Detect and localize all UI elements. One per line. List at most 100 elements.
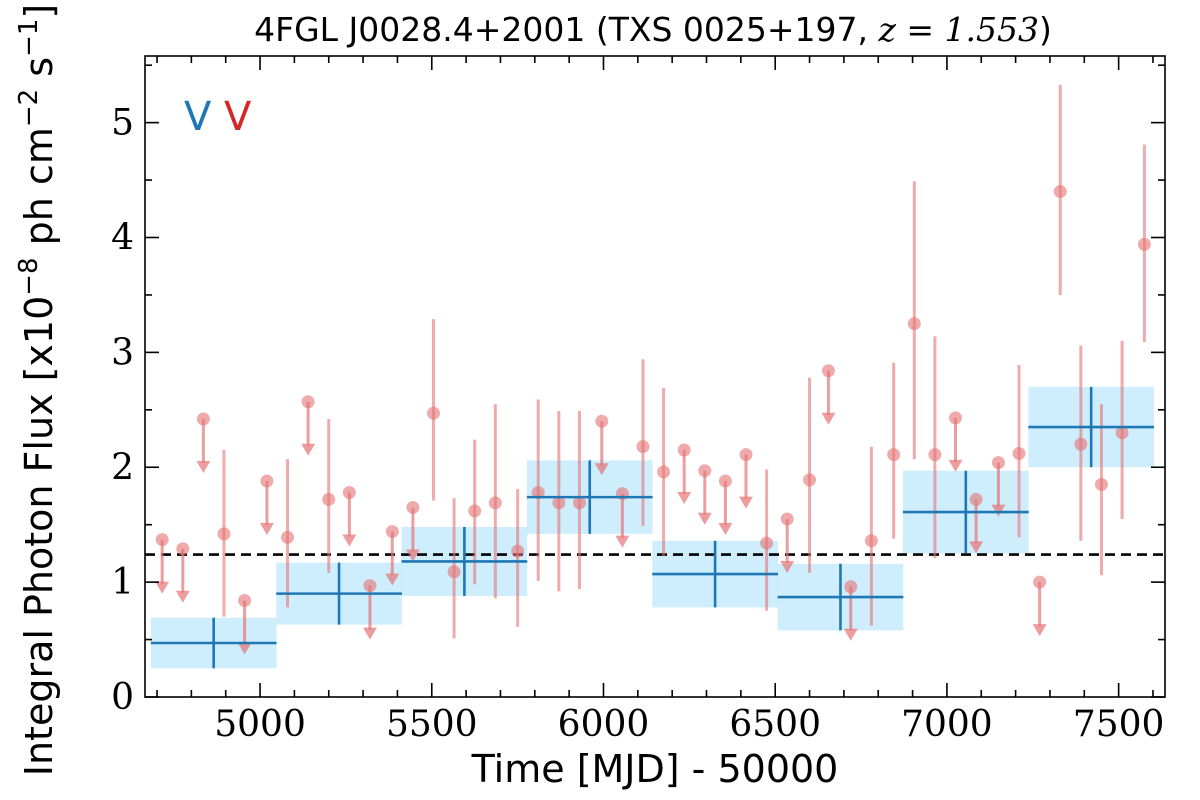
detection-point <box>1137 144 1151 343</box>
upper-limit-point <box>718 474 733 536</box>
upper-limit-point <box>1032 575 1047 637</box>
detection-point <box>1115 340 1129 519</box>
y-tick-label: 4 <box>111 218 134 259</box>
upper-limit-arrow <box>991 504 1006 517</box>
detection-point <box>217 450 231 617</box>
detection-marker <box>572 496 586 510</box>
detection-marker <box>531 486 545 500</box>
upper-limit-point <box>405 500 420 562</box>
detection-marker <box>468 504 482 518</box>
long-bin-point <box>276 562 402 625</box>
detection-point <box>281 459 295 608</box>
upper-limit-point <box>594 414 609 476</box>
upper-limit-marker <box>238 594 252 608</box>
detection-marker <box>1137 237 1151 251</box>
detection-point <box>426 319 440 501</box>
upper-limit-arrow <box>594 463 609 476</box>
upper-limit-point <box>155 533 170 594</box>
detection-marker <box>1115 426 1129 440</box>
detection-point <box>531 399 545 581</box>
upper-limit-point <box>237 594 252 655</box>
upper-limit-marker <box>949 411 963 425</box>
detection-marker <box>511 544 525 558</box>
upper-limit-marker <box>718 474 732 488</box>
upper-limit-arrow <box>780 560 795 573</box>
x-tick-label: 6000 <box>558 704 650 745</box>
detection-marker <box>1053 185 1067 199</box>
upper-limit-point <box>301 395 316 456</box>
detection-marker <box>864 534 878 548</box>
plot-frame <box>144 55 1166 698</box>
chart-title: 4FGL J0028.4+2001 (TXS 0025+197, z = 1.5… <box>254 10 1052 49</box>
upper-limit-point <box>991 456 1006 517</box>
upper-limit-marker <box>155 533 169 547</box>
long-bin-point <box>150 617 277 669</box>
upper-limit-marker <box>196 412 210 426</box>
upper-limit-arrow <box>259 523 274 536</box>
detection-marker <box>928 448 942 462</box>
detection-marker <box>217 527 231 541</box>
legend-entry-short-bin: V <box>224 94 252 140</box>
detection-point <box>322 419 336 573</box>
upper-limit-marker <box>698 464 712 478</box>
upper-limit-arrow <box>155 581 170 594</box>
detection-point <box>447 498 461 639</box>
detection-marker <box>552 496 566 510</box>
y-tick-label: 3 <box>111 332 134 373</box>
upper-limit-arrow <box>405 549 420 562</box>
detection-marker <box>488 496 502 510</box>
upper-limit-arrow <box>1032 624 1047 637</box>
detection-point <box>928 336 942 559</box>
upper-limit-marker <box>969 492 983 506</box>
y-tick-label: 5 <box>111 103 134 144</box>
detection-marker <box>760 536 774 550</box>
tick-labels: 5000 5500 6000 6500 7000 7500 0 1 2 3 4 5 <box>111 103 1164 745</box>
upper-limit-arrow <box>175 590 190 603</box>
detection-point <box>887 362 901 539</box>
upper-limit-arrow <box>948 459 963 472</box>
upper-limit-marker <box>260 474 274 488</box>
detection-point <box>488 404 502 599</box>
long-bin-point <box>902 470 1029 554</box>
upper-limit-arrow <box>969 541 984 554</box>
long-bin-boxes <box>150 386 1155 669</box>
upper-limit-arrow <box>718 523 733 536</box>
detection-point <box>1053 84 1067 295</box>
upper-limit-arrow <box>697 512 712 525</box>
upper-limit-marker <box>301 395 315 409</box>
legend: V V <box>184 94 252 140</box>
x-tick-label: 7500 <box>1073 704 1165 745</box>
x-axis-label: Time [MJD] - 50000 <box>471 747 839 791</box>
detection-marker <box>1012 446 1026 460</box>
upper-limit-arrow <box>362 627 377 640</box>
detection-point <box>511 489 525 627</box>
upper-limit-point <box>969 492 984 554</box>
upper-limit-marker <box>821 364 835 378</box>
upper-limit-arrow <box>615 535 630 548</box>
upper-limit-marker <box>595 414 609 428</box>
upper-limit-marker <box>385 525 399 539</box>
detection-point <box>907 181 921 460</box>
detection-point <box>1012 365 1026 538</box>
y-tick-label: 0 <box>111 677 134 718</box>
y-tick-label: 2 <box>111 447 134 488</box>
detection-marker <box>1094 477 1108 491</box>
axis-ticks <box>145 56 1165 698</box>
detection-marker <box>803 473 817 487</box>
upper-limit-arrow <box>342 534 357 547</box>
upper-limit-arrow <box>301 443 316 456</box>
long-bin-point <box>652 540 778 608</box>
x-tick-label: 5000 <box>214 704 306 745</box>
detection-marker <box>907 317 921 331</box>
upper-limit-point <box>677 443 692 505</box>
detection-point <box>760 469 774 611</box>
long-bin-point <box>526 460 653 534</box>
long-bin-errorbars <box>150 386 1155 669</box>
detection-point <box>657 387 671 556</box>
upper-limit-point <box>196 412 211 474</box>
detection-point <box>1094 404 1108 576</box>
short-bin-points <box>155 84 1151 655</box>
upper-limit-point <box>697 464 712 525</box>
detection-marker <box>887 448 901 462</box>
upper-limit-point <box>843 580 858 641</box>
